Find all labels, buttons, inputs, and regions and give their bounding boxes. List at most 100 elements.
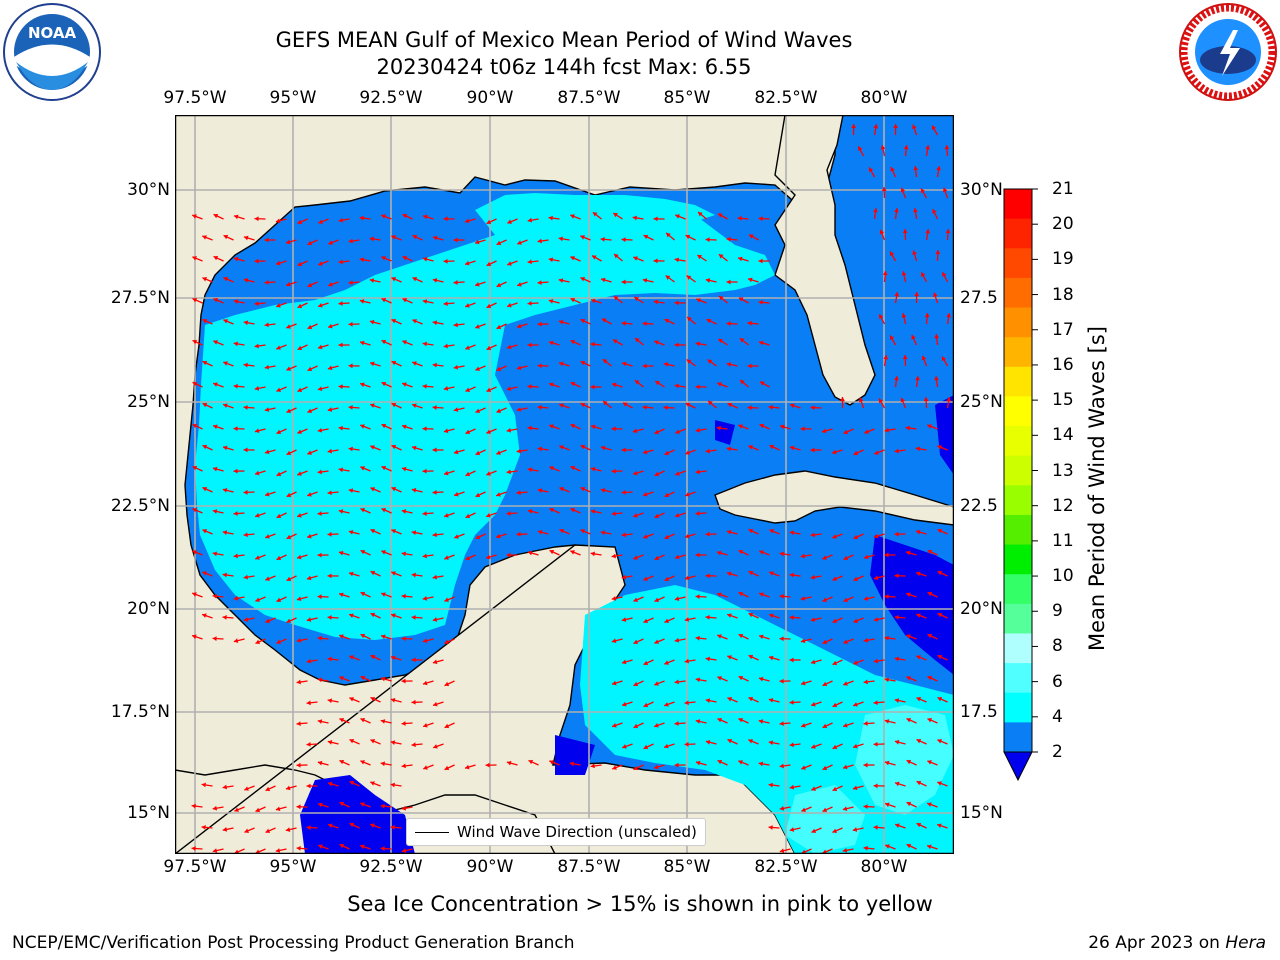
wave-arrow-head: [768, 404, 773, 410]
wave-arrow-head: [486, 345, 492, 351]
lat-tick-left: 17.5°N: [110, 702, 170, 722]
wave-arrow-head: [698, 211, 703, 217]
wave-arrow-head: [717, 676, 722, 681]
wave-arrow-head: [223, 234, 229, 240]
wave-arrow-head: [894, 376, 899, 381]
wave-arrow-head: [921, 272, 926, 277]
lat-tick-left: 15°N: [127, 803, 170, 823]
wave-arrow-head: [558, 319, 564, 325]
wave-arrow-head: [708, 400, 713, 406]
wave-arrow-head: [318, 302, 323, 308]
wave-arrow-head: [391, 318, 397, 324]
wave-arrow-head: [621, 279, 626, 285]
wave-arrow-head: [223, 276, 229, 282]
wave-arrow-head: [894, 573, 899, 579]
wave-arrow-head: [307, 492, 312, 497]
wave-arrow-head: [265, 491, 270, 497]
wave-arrow-head: [339, 592, 344, 598]
noaa-logo: NOAA: [3, 3, 101, 101]
lon-tick-bottom: 90°W: [466, 857, 514, 877]
wave-arrow-head: [317, 594, 322, 600]
wave-arrow-head: [705, 237, 710, 243]
wave-arrow-head: [243, 447, 248, 453]
wave-arrow-head: [548, 299, 554, 304]
colorbar-band: [1004, 692, 1032, 723]
colorbar-band: [1004, 544, 1032, 575]
wave-arrow-head: [893, 124, 898, 129]
wave-arrow-head: [381, 381, 387, 387]
wave-arrow-head: [422, 299, 428, 304]
wave-arrow-head: [255, 597, 260, 602]
wave-arrow-head: [602, 359, 608, 364]
wave-arrow-head: [727, 697, 733, 702]
wave-arrow-head: [684, 658, 689, 664]
wave-arrow-head: [810, 659, 816, 665]
wave-arrow-head: [486, 303, 492, 309]
wave-arrow-head: [254, 343, 259, 349]
wave-arrow-head: [391, 444, 397, 450]
wave-arrow-head: [559, 403, 564, 408]
wave-arrow-head: [758, 676, 764, 682]
wave-arrow-head: [738, 633, 744, 639]
wave-arrow-head: [686, 275, 692, 280]
wave-arrow-head: [537, 238, 542, 244]
wave-arrow-head: [863, 596, 869, 601]
wave-arrow-head: [663, 362, 669, 367]
wave-arrow-head: [863, 554, 869, 560]
wave-arrow-head: [527, 425, 532, 431]
wave-arrow-head: [811, 701, 816, 707]
wave-arrow-head: [643, 618, 649, 624]
wave-arrow-head: [517, 240, 522, 245]
wave-arrow-head: [192, 256, 197, 261]
wave-arrow-head: [695, 552, 700, 558]
wave-arrow-head: [348, 488, 354, 494]
wave-arrow-head: [296, 845, 301, 851]
wave-arrow-head: [810, 574, 816, 580]
wave-arrow-head: [391, 486, 397, 492]
wave-arrow-head: [348, 405, 353, 410]
wave-arrow-head: [192, 423, 198, 429]
wave-arrow-head: [496, 492, 501, 497]
wave-arrow-head: [643, 576, 648, 581]
wave-arrow-head: [822, 597, 828, 602]
wave-arrow-head: [726, 446, 731, 452]
wave-arrow-head: [422, 595, 428, 601]
colorbar-tick-label: 18: [1052, 284, 1074, 305]
colorbar-band: [1004, 277, 1032, 309]
wave-arrow-head: [317, 635, 322, 641]
wave-arrow-head: [942, 272, 947, 277]
wave-arrow-head: [443, 301, 448, 307]
wave-arrow-head: [748, 277, 753, 283]
wave-arrow-head: [685, 402, 691, 408]
lat-tick-right: 22.5: [960, 496, 998, 516]
wave-arrow-head: [307, 408, 313, 413]
wave-arrow-head: [695, 594, 700, 599]
wave-arrow-head: [570, 465, 576, 471]
wave-arrow-head: [758, 761, 763, 767]
wave-arrow-head: [475, 408, 481, 414]
wave-arrow-head: [612, 723, 617, 728]
wave-arrow-head: [621, 532, 626, 538]
wave-arrow-head: [705, 531, 710, 537]
wave-arrow-head: [381, 634, 386, 640]
wave-arrow-head: [296, 721, 301, 726]
wave-arrow-head: [717, 382, 722, 387]
wave-arrow-head: [370, 654, 376, 660]
wave-arrow-head: [906, 717, 912, 723]
lon-tick-bottom: 97.5°W: [163, 857, 227, 877]
wave-arrow-head: [611, 596, 617, 601]
wave-arrow-head: [191, 803, 196, 809]
wave-arrow-head: [622, 402, 628, 407]
wave-arrow-head: [853, 702, 858, 707]
wave-arrow-head: [906, 592, 911, 598]
wave-arrow-head: [327, 490, 332, 496]
wave-arrow-head: [853, 660, 858, 665]
wave-arrow-head: [675, 471, 680, 476]
wave-arrow-head: [840, 397, 845, 402]
wave-arrow-head: [611, 468, 616, 474]
wave-arrow-head: [453, 407, 459, 412]
legend-line-swatch: [415, 831, 449, 833]
wave-arrow-head: [832, 660, 838, 666]
wave-arrow-head: [370, 487, 376, 492]
wave-arrow-head: [506, 552, 511, 558]
